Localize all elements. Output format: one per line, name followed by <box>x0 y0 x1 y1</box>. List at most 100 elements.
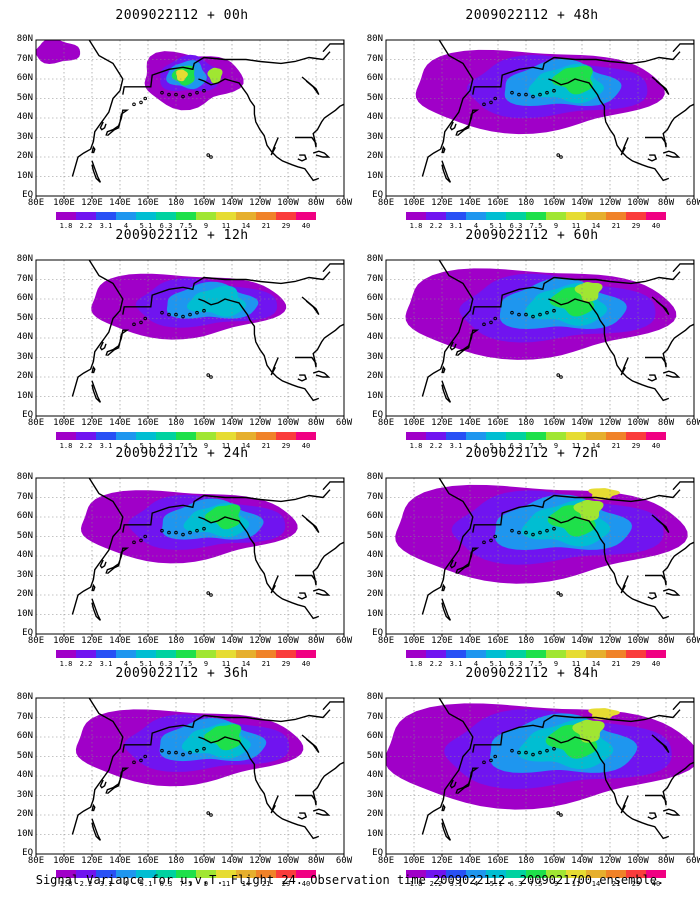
coastline <box>71 260 124 397</box>
lon-tick-label: 140E <box>109 636 131 646</box>
colorbar-label: 1.8 <box>409 660 423 668</box>
colorbar-swatch <box>296 870 316 878</box>
coastline <box>295 103 344 148</box>
lon-tick-label: 100W <box>277 636 299 646</box>
colorbar-swatch <box>466 212 486 220</box>
lon-tick-label: 60W <box>335 856 353 866</box>
colorbar-label: 2.2 <box>429 222 443 230</box>
coastline <box>441 145 446 154</box>
map-canvas <box>35 259 345 419</box>
lat-tick-label: EQ <box>372 410 383 420</box>
colorbar-label: 6.3 <box>159 880 173 888</box>
lon-tick-label: 80W <box>657 198 675 208</box>
variance-contour <box>573 499 604 522</box>
colorbar-label: 14 <box>591 222 601 230</box>
lat-tick-label: EQ <box>372 628 383 638</box>
lat-tick-label: 20N <box>16 589 33 599</box>
colorbar-label: 3.1 <box>99 880 113 888</box>
colorbar-label: 40 <box>651 660 661 668</box>
coastline <box>441 598 452 621</box>
lon-tick-label: 100W <box>277 198 299 208</box>
coastline <box>105 109 130 137</box>
colorbar-label: 14 <box>241 222 251 230</box>
lat-tick-label: 80N <box>366 254 383 264</box>
coastline <box>548 516 670 620</box>
lon-tick-label: 160W <box>543 636 565 646</box>
colorbar-label: 40 <box>301 222 311 230</box>
coastline <box>449 341 457 351</box>
coastline <box>312 370 331 378</box>
colorbar-swatch <box>56 432 76 440</box>
colorbar-label: 21 <box>611 880 621 888</box>
colorbar-swatch <box>136 650 156 658</box>
colorbar-swatch <box>506 212 526 220</box>
map-canvas <box>35 39 345 199</box>
lon-tick-label: 140E <box>459 636 481 646</box>
lon-tick-label: 120W <box>249 856 271 866</box>
coastline <box>647 812 658 820</box>
colorbar-label: 40 <box>301 660 311 668</box>
lon-tick-label: 160E <box>487 856 509 866</box>
lon-tick-label: 160W <box>543 856 565 866</box>
colorbar-swatch <box>546 432 566 440</box>
colorbar-label: 9 <box>553 222 559 230</box>
colorbar-swatch <box>526 870 546 878</box>
lat-tick-label: 20N <box>16 809 33 819</box>
lat-tick-label: EQ <box>372 190 383 200</box>
lat-tick-label: 50N <box>16 530 33 541</box>
colorbar-label: 5.1 <box>489 660 503 668</box>
lat-tick-label: 80N <box>366 472 383 482</box>
lon-tick-label: 140W <box>221 418 243 428</box>
colorbar-label: 4 <box>123 880 129 888</box>
colorbar-label: 3.1 <box>99 222 113 230</box>
coastline <box>91 145 96 154</box>
lon-tick-label: 160W <box>193 198 215 208</box>
lon-tick-label: 120E <box>81 856 103 866</box>
coastline <box>472 709 681 753</box>
coastline <box>71 40 124 177</box>
coastline <box>672 40 694 53</box>
colorbar-swatch <box>136 870 156 878</box>
lon-tick-label: 160E <box>487 198 509 208</box>
lon-tick-label: 160E <box>487 418 509 428</box>
coastline <box>322 478 344 491</box>
coastline <box>198 298 320 402</box>
lon-tick-label: 80W <box>657 418 675 428</box>
lat-tick-label: 80N <box>366 34 383 44</box>
colorbar-swatch <box>96 212 116 220</box>
map-canvas <box>385 259 695 419</box>
coastline <box>645 103 694 148</box>
lat-tick-label: 70N <box>366 273 383 284</box>
colorbar-swatch <box>56 870 76 878</box>
colorbar-label: 6.3 <box>509 660 523 668</box>
colorbar-swatch <box>526 212 546 220</box>
colorbar-label: 5.1 <box>489 442 503 450</box>
colorbar-swatch <box>116 432 136 440</box>
coastline <box>548 736 670 840</box>
lat-tick-label: 60N <box>16 73 33 83</box>
coastline <box>295 541 344 586</box>
lat-tick-label: 60N <box>16 293 33 303</box>
colorbar-swatch <box>626 212 646 220</box>
lat-tick-label: 50N <box>366 312 383 323</box>
coastline <box>472 489 681 533</box>
colorbar-swatch <box>156 650 176 658</box>
lat-tick-label: 70N <box>16 711 33 722</box>
lat-tick-label: 80N <box>16 34 33 44</box>
colorbar-swatch <box>76 432 96 440</box>
lon-tick-label: 80E <box>377 198 395 208</box>
coastline <box>620 137 629 156</box>
coastline <box>441 583 446 592</box>
lon-tick-label: 140W <box>221 636 243 646</box>
lon-tick-label: 100E <box>403 198 425 208</box>
colorbar <box>56 432 316 440</box>
coastline <box>312 150 331 158</box>
lat-tick-label: EQ <box>22 628 33 638</box>
colorbar-swatch <box>196 432 216 440</box>
coastline <box>548 78 670 182</box>
lat-tick-label: 20N <box>16 371 33 381</box>
coastline <box>645 541 694 586</box>
coastline <box>91 583 96 592</box>
lat-tick-label: 30N <box>16 789 33 800</box>
lon-tick-label: 120W <box>249 636 271 646</box>
